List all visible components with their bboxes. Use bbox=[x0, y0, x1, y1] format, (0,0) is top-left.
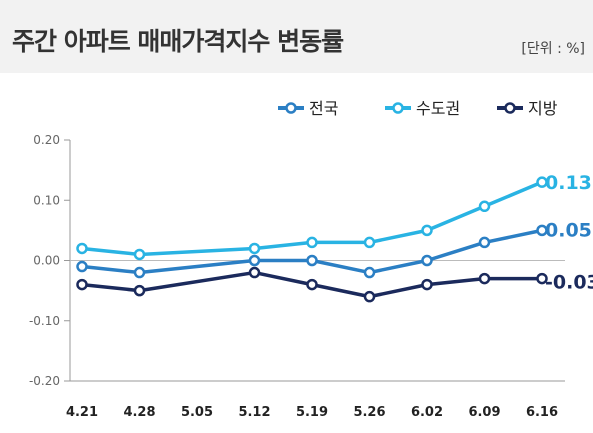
data-point bbox=[76, 278, 88, 291]
legend: 전국 수도권 지방 bbox=[278, 99, 558, 118]
data-point bbox=[248, 266, 261, 279]
y-tick-label: 0.00 bbox=[33, 254, 60, 268]
data-point bbox=[306, 254, 318, 267]
data-point bbox=[478, 236, 491, 249]
data-point bbox=[133, 248, 146, 261]
legend-label: 수도권 bbox=[416, 99, 460, 118]
legend-label: 지방 bbox=[528, 99, 558, 118]
data-point bbox=[536, 272, 548, 285]
data-point bbox=[536, 224, 548, 237]
chart-title: 주간 아파트 매매가격지수 변동률 bbox=[12, 27, 344, 56]
data-point bbox=[363, 236, 376, 249]
y-tick-label: 0.10 bbox=[33, 193, 60, 207]
series-layer bbox=[76, 176, 548, 303]
axes: 0.20 0.10 0.00 -0.10 -0.20 4.21 4.28 5.05 5.12 5.… bbox=[29, 133, 565, 420]
end-labels: 0.05 0.13 -0.03 bbox=[545, 172, 593, 293]
unit-label: [단위 : %] bbox=[521, 41, 585, 57]
x-tick-label: 4.28 bbox=[123, 405, 155, 420]
data-point bbox=[421, 254, 433, 267]
data-point bbox=[478, 200, 491, 213]
data-point bbox=[248, 254, 261, 267]
data-point bbox=[306, 236, 318, 249]
series-line bbox=[81, 270, 542, 299]
legend-label: 전국 bbox=[309, 99, 338, 118]
x-tick-label: 6.02 bbox=[411, 405, 443, 420]
y-tick-label: -0.20 bbox=[29, 374, 60, 388]
data-point bbox=[536, 176, 548, 188]
data-point bbox=[248, 242, 261, 255]
chart-header: 주간 아파트 매매가격지수 변동률 [단위 : %] bbox=[0, 0, 593, 73]
data-point bbox=[478, 272, 491, 285]
data-point bbox=[76, 242, 88, 255]
end-value-label: -0.03 bbox=[545, 272, 593, 294]
y-tick-label: 0.20 bbox=[33, 133, 60, 147]
x-tick-label: 5.19 bbox=[296, 405, 328, 420]
legend-marker bbox=[392, 102, 404, 114]
x-tick-label: 5.05 bbox=[181, 405, 213, 420]
x-tick-label: 5.26 bbox=[353, 405, 385, 420]
data-point bbox=[133, 266, 146, 279]
x-tick-label: 6.16 bbox=[526, 405, 558, 420]
end-value-label: 0.05 bbox=[545, 219, 592, 241]
end-value-label: 0.13 bbox=[545, 172, 592, 194]
x-tick-label: 4.21 bbox=[66, 405, 98, 420]
y-tick-label: -0.10 bbox=[29, 314, 60, 328]
data-point bbox=[76, 260, 88, 273]
legend-marker bbox=[504, 102, 516, 114]
x-tick-label: 5.12 bbox=[238, 405, 270, 420]
data-point bbox=[363, 290, 376, 303]
x-tick-label: 6.09 bbox=[468, 405, 500, 420]
legend-marker bbox=[285, 102, 297, 114]
series-line bbox=[81, 228, 543, 275]
data-point bbox=[421, 224, 433, 237]
series-line bbox=[81, 180, 543, 257]
data-point bbox=[306, 278, 318, 291]
data-point bbox=[421, 278, 433, 291]
data-point bbox=[133, 284, 146, 297]
data-point bbox=[363, 266, 376, 279]
